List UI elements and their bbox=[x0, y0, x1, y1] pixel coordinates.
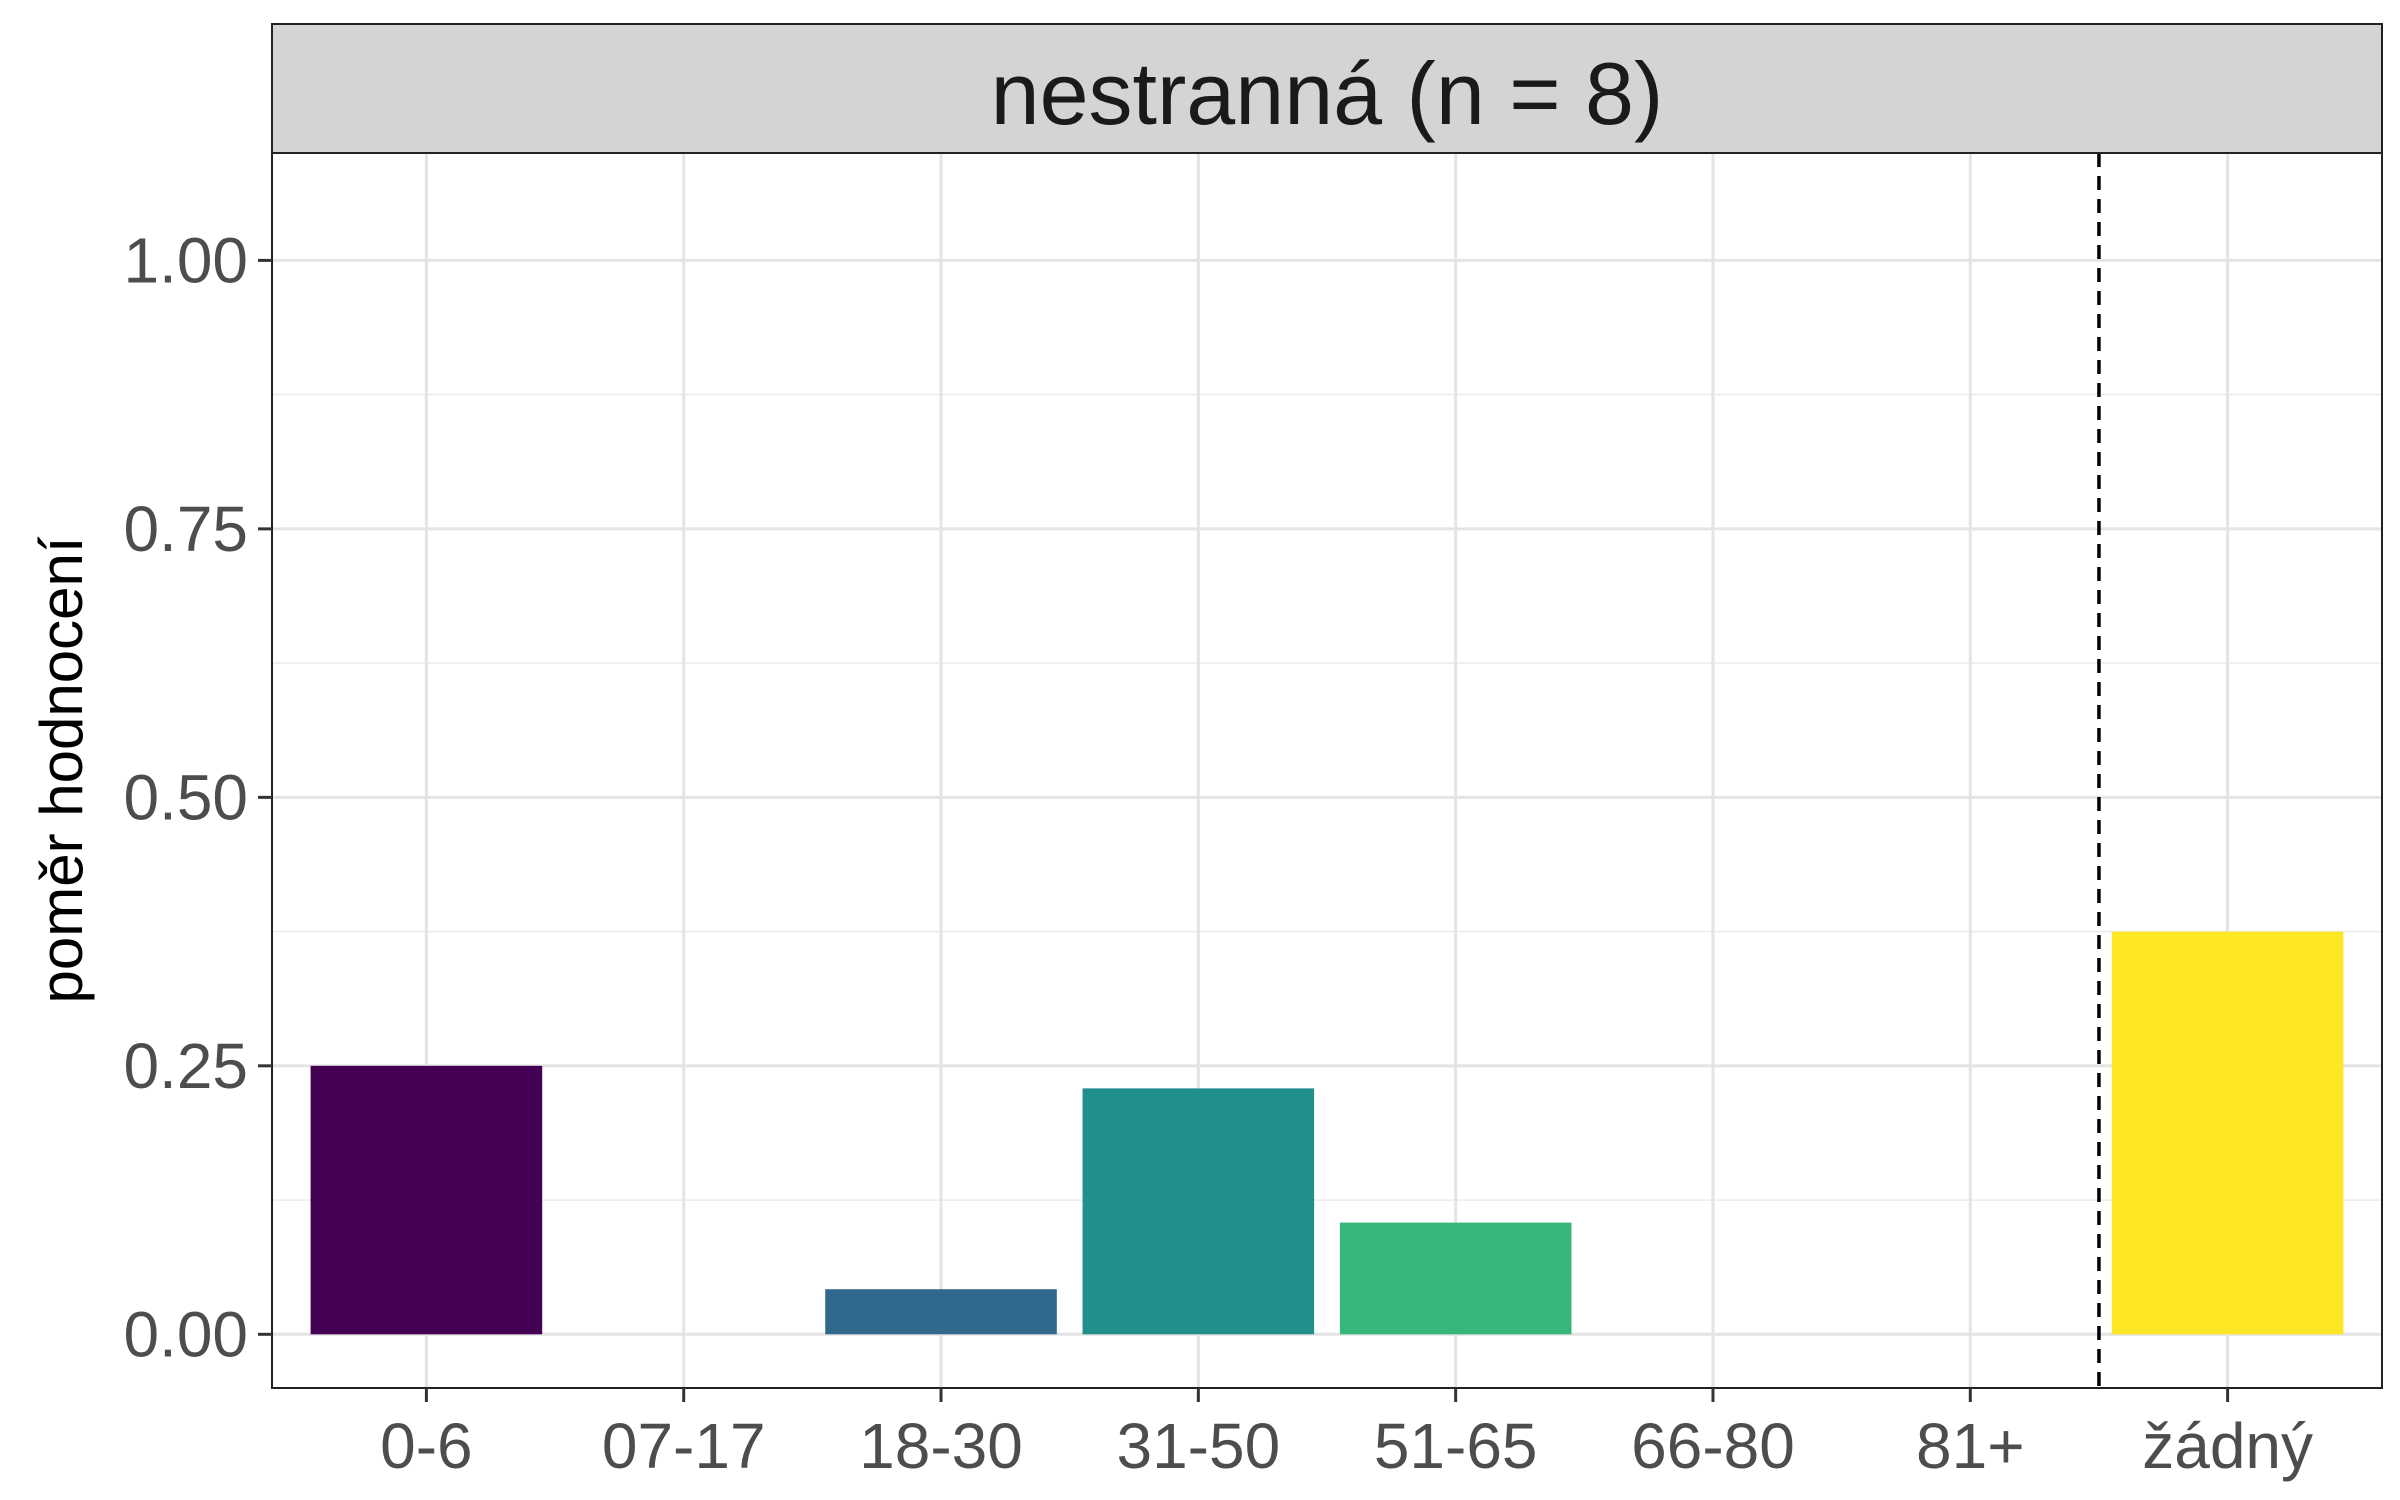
bar bbox=[825, 1289, 1057, 1335]
x-tick-label: 81+ bbox=[1916, 1410, 2025, 1482]
x-tick-label: 07-17 bbox=[602, 1410, 766, 1482]
x-tick-label: 51-65 bbox=[1374, 1410, 1538, 1482]
facet-title: nestranná (n = 8) bbox=[991, 44, 1664, 143]
x-tick-label: 31-50 bbox=[1116, 1410, 1280, 1482]
facet-strip bbox=[271, 23, 2383, 154]
x-tick-label: žádný bbox=[2142, 1410, 2313, 1482]
x-tick-label: 0-6 bbox=[380, 1410, 473, 1482]
y-tick-label: 0.50 bbox=[123, 761, 248, 833]
bar bbox=[2111, 931, 2344, 1335]
bar bbox=[1339, 1222, 1572, 1335]
y-tick-label: 0.00 bbox=[123, 1298, 248, 1370]
y-axis-label: poměr hodnocení bbox=[28, 536, 95, 1003]
bar bbox=[310, 1065, 543, 1335]
y-axis: 0.00 0.25 0.50 0.75 1.00 bbox=[123, 224, 272, 1370]
plot-background bbox=[272, 153, 2382, 1388]
x-tick-label: 18-30 bbox=[859, 1410, 1023, 1482]
y-tick-label: 0.75 bbox=[123, 493, 248, 565]
x-axis: 0-6 07-17 18-30 31-50 51-65 66-80 81+ žádný bbox=[380, 1388, 2313, 1482]
y-tick-label: 1.00 bbox=[123, 224, 248, 296]
bars bbox=[310, 931, 2344, 1335]
bar bbox=[1082, 1088, 1315, 1335]
y-tick-label: 0.25 bbox=[123, 1030, 248, 1102]
x-tick-label: 66-80 bbox=[1631, 1410, 1795, 1482]
